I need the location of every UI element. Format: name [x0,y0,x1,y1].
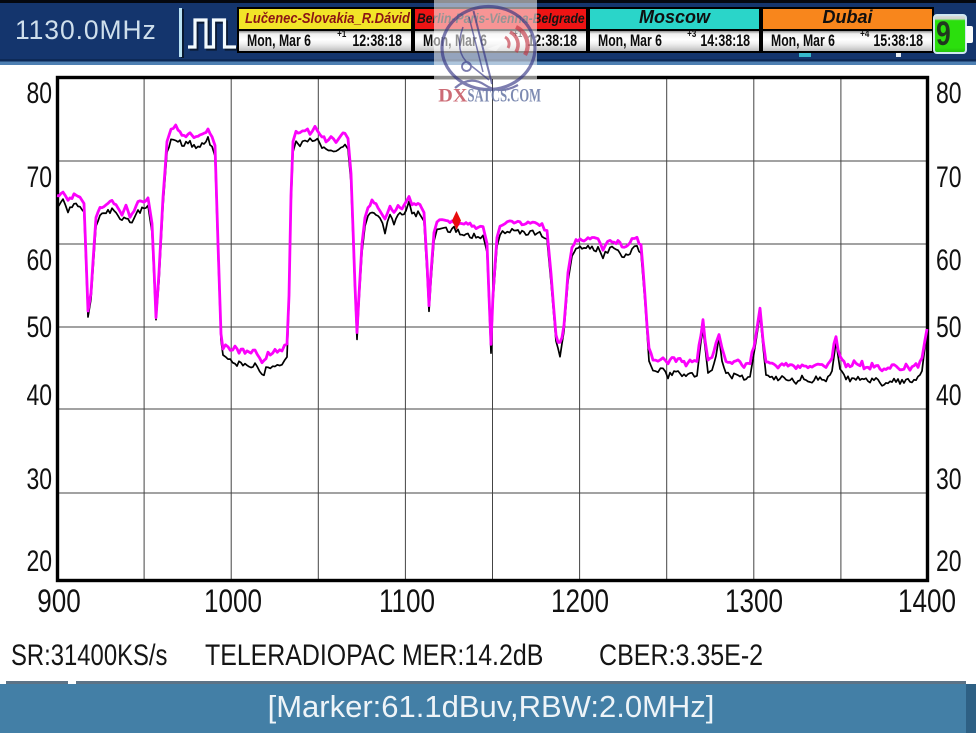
svg-text:SATCS.COM: SATCS.COM [468,87,542,107]
svg-text:DX: DX [438,87,468,107]
